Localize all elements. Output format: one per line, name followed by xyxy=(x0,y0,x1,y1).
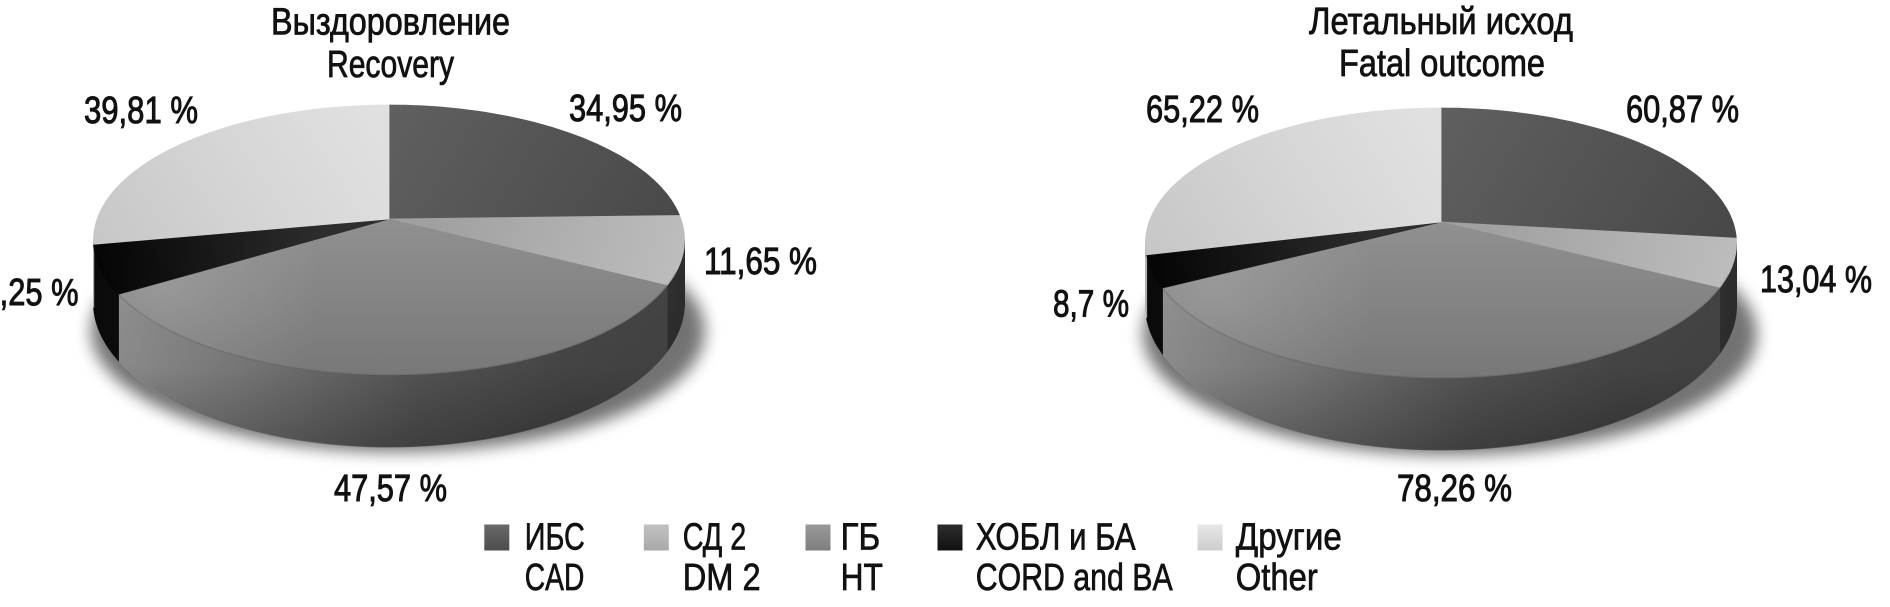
svg-text:ГБ: ГБ xyxy=(841,517,881,559)
svg-text:Выздоровление: Выздоровление xyxy=(271,1,510,43)
svg-text:8,7 %: 8,7 % xyxy=(1053,284,1129,326)
svg-text:65,22 %: 65,22 % xyxy=(1146,89,1259,131)
svg-text:CORD and BA: CORD and BA xyxy=(976,557,1174,599)
svg-text:Recovery: Recovery xyxy=(327,44,454,86)
svg-text:CAD: CAD xyxy=(525,557,585,599)
svg-text:34,95 %: 34,95 % xyxy=(569,88,682,130)
svg-text:8,25 %: 8,25 % xyxy=(0,272,79,314)
svg-text:Fatal outcome: Fatal outcome xyxy=(1339,43,1545,85)
svg-text:Other: Other xyxy=(1236,557,1318,599)
svg-text:ИБС: ИБС xyxy=(525,517,585,559)
svg-text:47,57 %: 47,57 % xyxy=(334,468,447,510)
svg-text:ХОБЛ и БА: ХОБЛ и БА xyxy=(976,517,1137,559)
svg-text:Летальный исход: Летальный исход xyxy=(1309,1,1573,43)
svg-text:СД 2: СД 2 xyxy=(683,517,747,559)
svg-text:60,87 %: 60,87 % xyxy=(1626,89,1739,131)
svg-text:39,81 %: 39,81 % xyxy=(84,90,198,132)
svg-text:78,26 %: 78,26 % xyxy=(1397,468,1512,510)
svg-text:13,04 %: 13,04 % xyxy=(1760,259,1872,301)
svg-text:11,65 %: 11,65 % xyxy=(704,241,817,283)
svg-text:Другие: Другие xyxy=(1236,517,1342,559)
svg-text:DM 2: DM 2 xyxy=(683,557,761,599)
svg-text:HT: HT xyxy=(841,557,883,599)
